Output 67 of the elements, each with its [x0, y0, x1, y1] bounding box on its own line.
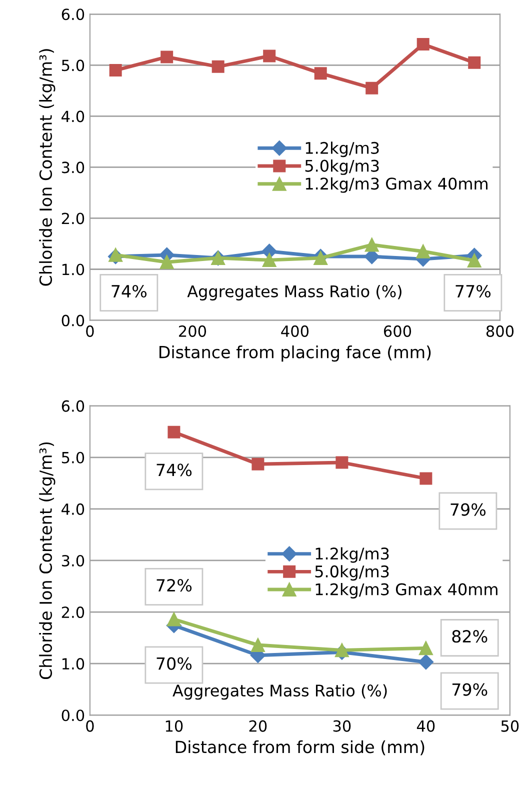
x-axis-title: Distance from placing face (mm) — [160, 345, 431, 362]
point — [109, 64, 122, 77]
point — [364, 238, 379, 252]
y-tick-label: 2.0 — [62, 606, 84, 618]
point — [252, 458, 264, 470]
annotation: 79% — [450, 503, 486, 516]
y-tick-label: 0.0 — [62, 314, 84, 326]
y-tick-label: 5.0 — [62, 60, 84, 72]
x-tick-label: 800 — [486, 325, 514, 337]
annotation: 74% — [156, 464, 192, 476]
y-tick-label: 4.0 — [62, 503, 84, 515]
y-tick-label: 3.0 — [62, 162, 84, 174]
point — [262, 253, 276, 268]
point — [212, 60, 224, 73]
legend-label: 5.0kg/m3 — [315, 565, 389, 581]
x-tick-label: 0 — [86, 325, 94, 337]
point — [416, 38, 430, 50]
y-tick-label: 6.0 — [62, 400, 84, 412]
annotation: Aggregates Mass Ratio (%) — [172, 684, 387, 700]
annotation: 79% — [452, 683, 488, 696]
legend-label: 5.0kg/m3 — [305, 159, 379, 175]
x-tick-label: 0 — [86, 720, 94, 732]
y-tick-label: 2.0 — [62, 212, 84, 224]
point — [251, 638, 265, 652]
annotation: Aggregates Mass Ratio (%) — [187, 284, 402, 300]
x-axis-title: Distance from form side (mm) — [176, 740, 424, 756]
x-tick-label: 50 — [501, 720, 519, 732]
annotation: 72% — [156, 579, 192, 592]
point — [167, 612, 181, 626]
x-tick-label: 400 — [281, 325, 309, 337]
point — [314, 67, 327, 80]
y-tick-label: 0.0 — [62, 710, 84, 722]
legend-label: 1.2kg/m3 — [306, 142, 379, 158]
point — [160, 255, 174, 270]
point — [418, 654, 434, 670]
y-axis-title: Chloride Ion Content (kg/m³) — [39, 49, 56, 286]
point — [263, 50, 276, 62]
y-tick-label: 1.0 — [62, 658, 84, 670]
legend-label: 1.2kg/m3 Gmax 40mm — [316, 582, 498, 598]
y-tick-label: 4.0 — [62, 110, 84, 122]
x-tick-label: 30 — [333, 720, 351, 732]
point — [468, 56, 481, 69]
point — [168, 426, 180, 438]
legend-label: 1.2kg/m3 Gmax 40mm — [306, 177, 488, 193]
annotation: 74% — [112, 284, 147, 298]
y-tick-label: 6.0 — [62, 8, 84, 20]
x-tick-label: 20 — [249, 720, 267, 732]
annotation: 82% — [452, 630, 488, 643]
point — [336, 456, 348, 469]
x-tick-label: 200 — [179, 325, 206, 337]
y-axis-title: Chloride Ion Content (kg/m³) — [39, 442, 56, 680]
point — [467, 254, 482, 268]
x-tick-label: 10 — [166, 720, 183, 732]
annotation: 70% — [156, 657, 192, 670]
y-tick-label: 5.0 — [62, 452, 84, 464]
point — [366, 82, 378, 94]
x-tick-label: 40 — [416, 720, 435, 732]
point — [334, 643, 349, 658]
point — [420, 472, 432, 485]
x-tick-label: 600 — [384, 325, 412, 337]
annotation: 77% — [456, 284, 491, 298]
y-tick-label: 3.0 — [62, 554, 84, 567]
point — [160, 50, 174, 64]
legend-label: 1.2kg/m3 — [316, 547, 389, 563]
point — [418, 641, 433, 656]
y-tick-label: 1.0 — [62, 264, 84, 276]
point — [416, 244, 430, 258]
